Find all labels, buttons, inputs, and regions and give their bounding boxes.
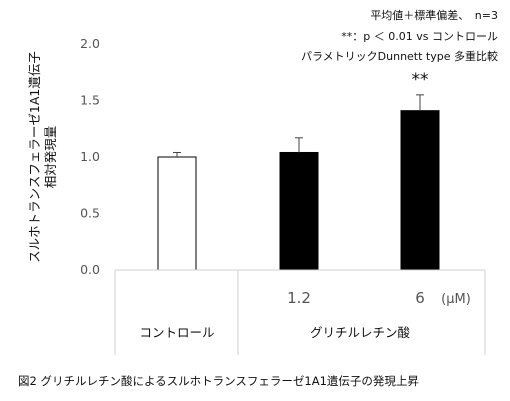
y-axis-label-line1: スルホトランスフェラーゼ1A1遺伝子: [27, 51, 42, 263]
x-axis-frame: [114, 269, 486, 355]
bar: [279, 151, 319, 271]
test-method-note: パラメトリックDunnett type 多重比較: [301, 49, 498, 63]
significance-mark: **: [412, 70, 429, 90]
significance-note: **：p ＜ 0.01 vs コントロール: [341, 30, 498, 43]
bar: [400, 110, 440, 271]
y-axis-ticks: 0.0 0.5 1.0 1.5 2.0: [80, 36, 100, 277]
y-tick-label: 0.0: [80, 262, 100, 277]
stats-note: 平均値＋標準偏差、 n=3: [370, 8, 498, 22]
y-tick-label: 1.0: [80, 149, 100, 164]
x-group-label: グリチルレチン酸: [310, 325, 411, 340]
x-tick-label: 1.2: [287, 289, 311, 307]
x-tick-label: 6: [415, 289, 425, 307]
bar-chart: 平均値＋標準偏差、 n=3 **：p ＜ 0.01 vs コントロール パラメト…: [27, 8, 498, 355]
bars-group: **: [157, 70, 440, 271]
y-axis-label: スルホトランスフェラーゼ1A1遺伝子 相対発現量: [27, 51, 58, 263]
x-unit-label: (μM): [441, 292, 471, 307]
x-category-control: コントロール: [139, 325, 214, 340]
y-tick-label: 0.5: [80, 206, 100, 221]
bar: [157, 156, 197, 271]
chart-notes: 平均値＋標準偏差、 n=3 **：p ＜ 0.01 vs コントロール パラメト…: [301, 8, 498, 63]
figure-caption: 図2 グリチルレチン酸によるスルホトランスフェラーゼ1A1遺伝子の発現上昇: [18, 374, 419, 388]
y-axis-label-line2: 相対発現量: [43, 126, 58, 189]
y-tick-label: 1.5: [80, 93, 100, 108]
x-axis-labels: 1.2 6 (μM) コントロール グリチルレチン酸: [139, 289, 470, 340]
y-tick-label: 2.0: [80, 36, 100, 51]
